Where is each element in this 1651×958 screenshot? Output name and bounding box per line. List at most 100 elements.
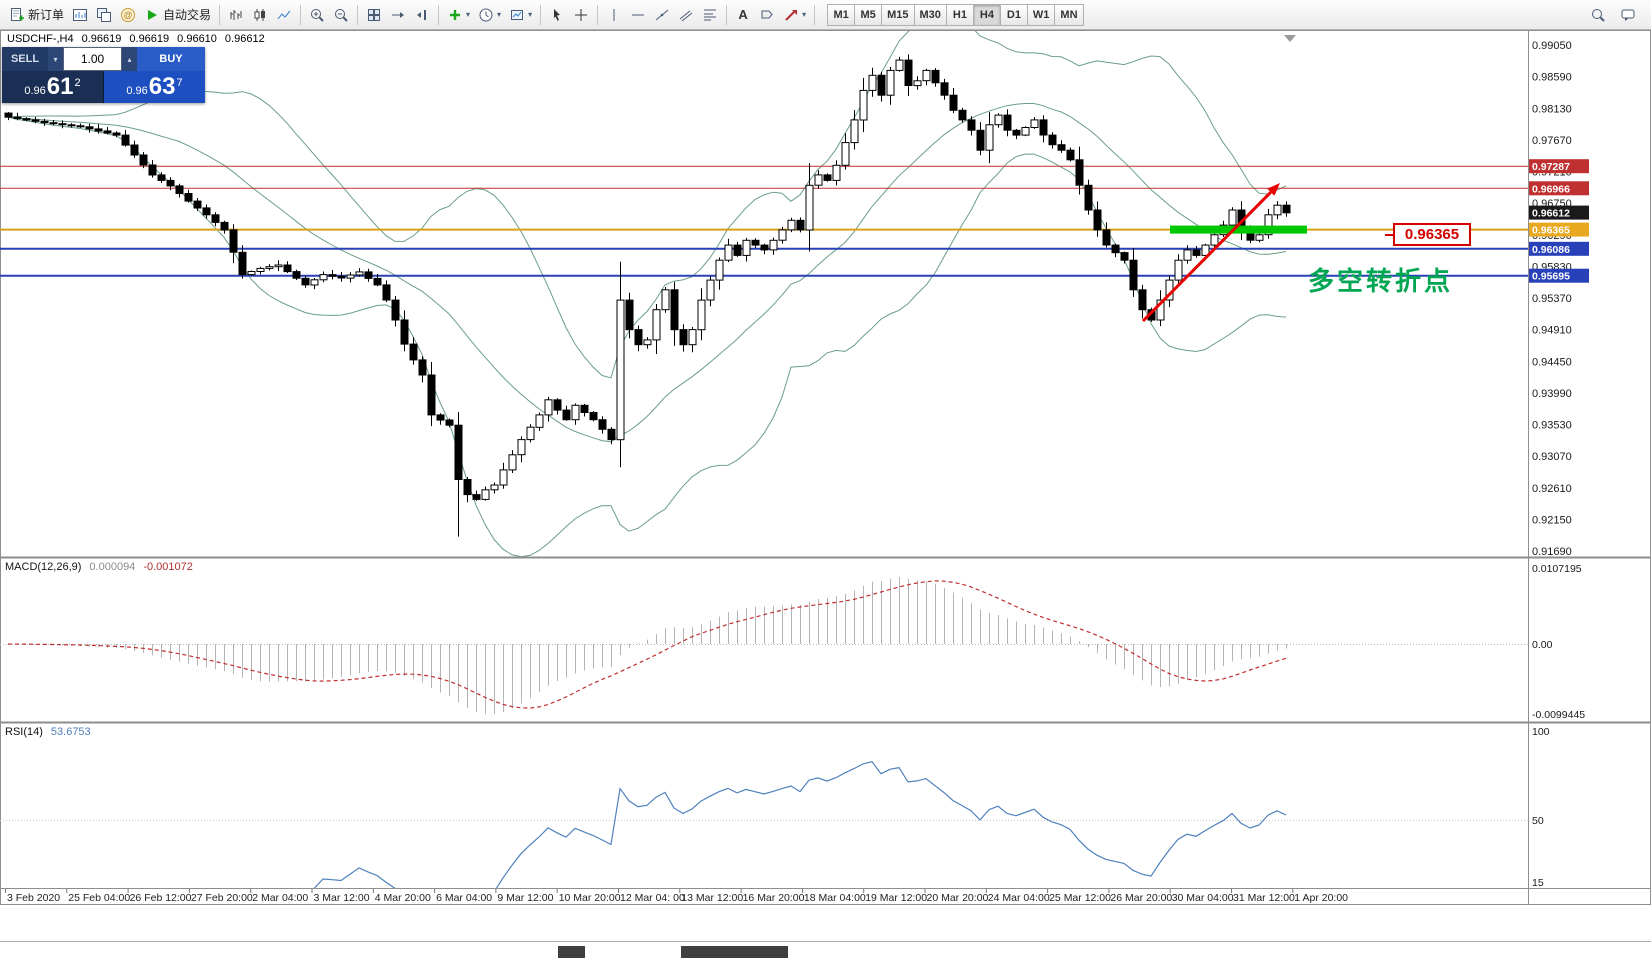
cursor-button[interactable] [545,3,569,27]
timeframe-h4[interactable]: H4 [972,3,1000,26]
new-order-button[interactable]: 新订单 [5,3,68,27]
fibonacci-icon [704,9,717,20]
text-tool-icon: A [738,7,748,22]
zoom-out-button[interactable] [329,3,353,27]
timeframe-d1[interactable]: D1 [999,3,1027,26]
buy-price-big: 63 [148,73,176,100]
svg-text:0.94910: 0.94910 [1532,325,1572,337]
indicators-plus-icon [450,9,461,20]
shapes-button[interactable]: ▾ [779,3,810,27]
svg-text:24 Mar 04:00: 24 Mar 04:00 [988,892,1050,904]
volume-down-button[interactable]: ▾ [48,47,63,71]
svg-text:@: @ [123,10,132,20]
profiles-button[interactable] [92,3,116,27]
timeframe-m30[interactable]: M30 [913,3,946,26]
zoom-out-icon [335,8,348,22]
buy-price-small: 0.96 [126,84,148,97]
timeframe-h1[interactable]: H1 [945,3,973,26]
low-value: 0.96610 [177,33,217,45]
community-icon: @ [121,7,136,22]
search-icon [1592,8,1605,22]
macd-main-value: 0.000094 [89,561,136,573]
chevron-down-icon: ▾ [528,9,533,19]
bottom-divider [0,941,1651,942]
macd-signal-value: -0.001072 [143,561,193,573]
svg-text:0.94450: 0.94450 [1532,356,1572,368]
search-button[interactable] [1586,3,1610,27]
rsi-name: RSI(14) [5,726,43,738]
cursor-icon [554,8,561,21]
svg-text:0.93070: 0.93070 [1532,451,1572,463]
taskbar-item[interactable] [681,946,788,958]
indicators-button[interactable]: ▾ [443,3,474,27]
svg-text:50: 50 [1532,815,1544,827]
svg-text:13 Mar 12:00: 13 Mar 12:00 [681,892,743,904]
chart-shift-button[interactable] [410,3,434,27]
templates-button[interactable]: ▾ [505,3,536,27]
line-chart-button[interactable] [272,3,296,27]
taskbar-item[interactable] [558,946,585,958]
svg-text:19 Mar 12:00: 19 Mar 12:00 [865,892,927,904]
candlestick-chart-button[interactable] [248,3,272,27]
buy-price[interactable]: 0.96 63 7 [104,71,205,103]
sell-price-small: 0.96 [24,84,46,97]
text-label-button[interactable] [755,3,779,27]
toolbar-separator [438,4,440,25]
auto-scroll-button[interactable] [386,3,410,27]
timeframe-toolbar: M1 M5 M15 M30 H1 H4 D1 W1 MN [827,3,1084,26]
volume-input[interactable] [63,47,122,71]
svg-text:12 Mar 04: 00: 12 Mar 04: 00 [620,892,685,904]
volume-up-button[interactable]: ▴ [122,47,137,71]
zoom-in-button[interactable] [305,3,329,27]
fibonacci-button[interactable] [698,3,722,27]
svg-text:-0.0099445: -0.0099445 [1532,709,1585,721]
toolbar-separator [597,4,599,25]
svg-text:6 Mar 04:00: 6 Mar 04:00 [436,892,492,904]
channel-button[interactable] [674,3,698,27]
trendline-button[interactable] [650,3,674,27]
svg-text:15: 15 [1532,877,1544,889]
svg-text:0.96966: 0.96966 [1532,183,1570,195]
buy-button[interactable]: BUY [137,47,205,71]
bar-chart-button[interactable] [224,3,248,27]
toolbar-separator [300,4,302,25]
periods-button[interactable]: ▾ [474,3,505,27]
tile-windows-button[interactable] [362,3,386,27]
svg-text:31 Mar 12:00: 31 Mar 12:00 [1233,892,1295,904]
auto-trading-play-icon [148,9,158,20]
auto-trading-label: 自动交易 [163,8,212,22]
svg-text:0.98590: 0.98590 [1532,72,1572,84]
text-tool-button[interactable]: A [731,3,755,27]
rsi-header: RSI(14) 53.6753 [5,726,91,738]
svg-text:0.92150: 0.92150 [1532,514,1572,526]
line-chart-icon [277,10,291,19]
vertical-line-button[interactable] [602,3,626,27]
crosshair-button[interactable] [569,3,593,27]
sell-price[interactable]: 0.96 61 2 [2,71,104,103]
timeframe-m1[interactable]: M1 [827,3,855,26]
trade-widget-top-row: SELL ▾ ▴ BUY [2,47,205,71]
svg-text:26 Mar 20:00: 26 Mar 20:00 [1110,892,1172,904]
svg-text:0.97287: 0.97287 [1532,161,1570,173]
svg-text:0.97670: 0.97670 [1532,135,1572,147]
timeframe-mn[interactable]: MN [1054,3,1084,26]
sell-button[interactable]: SELL [2,47,48,71]
timeframe-w1[interactable]: W1 [1026,3,1055,26]
svg-text:2 Mar 04:00: 2 Mar 04:00 [252,892,308,904]
svg-text:0.98130: 0.98130 [1532,103,1572,115]
timeframe-m5[interactable]: M5 [854,3,882,26]
zoom-in-icon [311,8,324,22]
auto-trading-button[interactable]: 自动交易 [140,3,215,27]
timeframe-m15[interactable]: M15 [881,3,914,26]
svg-text:10 Mar 20:00: 10 Mar 20:00 [559,892,621,904]
chat-button[interactable] [1616,3,1640,27]
chart-window-button[interactable] [68,3,92,27]
community-button[interactable]: @ [116,3,140,27]
toolbar-right-group [1586,3,1646,27]
clock-icon [479,8,493,21]
chevron-down-icon: ▾ [497,9,502,19]
horizontal-line-button[interactable] [626,3,650,27]
vertical-line-icon [613,8,615,21]
